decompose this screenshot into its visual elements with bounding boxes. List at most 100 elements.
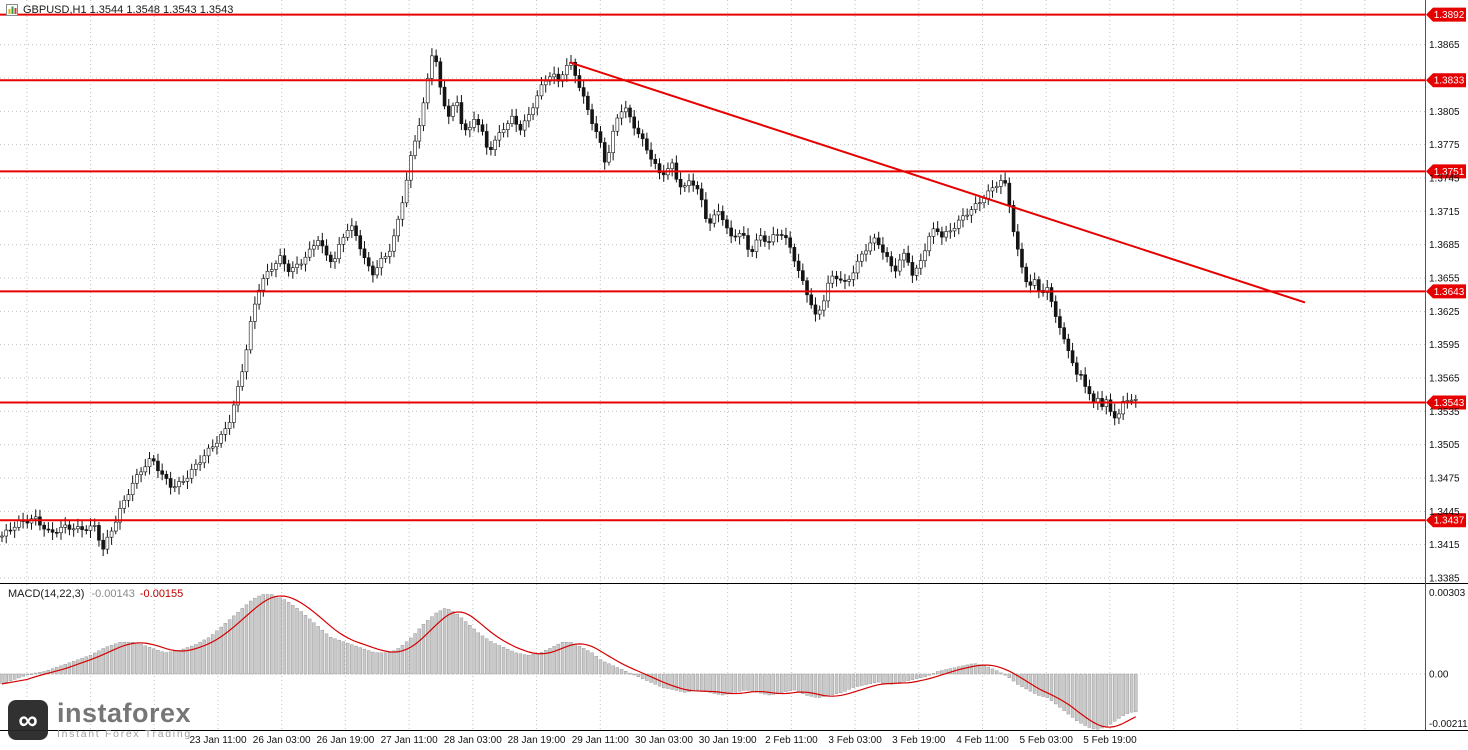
price-tick-label: 1.3415 (1429, 540, 1460, 551)
macd-tick-label: 0.00303 (1429, 588, 1466, 599)
macd-histogram-bar (632, 673, 636, 676)
price-level-label-box (1426, 73, 1466, 88)
candle-body (189, 469, 194, 479)
macd-histogram-bar (1049, 673, 1054, 701)
candle-body (468, 127, 472, 131)
candle-body (223, 428, 228, 435)
candle-body (725, 219, 729, 229)
macd-histogram-bar (935, 671, 940, 675)
macd-histogram-bar (1075, 673, 1079, 721)
macd-histogram-bar (687, 673, 691, 693)
macd-histogram-bar (459, 617, 464, 675)
candle-body (999, 180, 1003, 187)
macd-histogram-bar (864, 673, 868, 685)
candle-body (1015, 231, 1020, 250)
candle-body (425, 78, 430, 104)
price-tick-label: 1.3595 (1429, 340, 1460, 351)
candle-body (126, 494, 131, 501)
macd-histogram-bar (34, 672, 38, 675)
macd-histogram-bar (813, 673, 818, 698)
candle-body (771, 234, 776, 243)
macd-histogram-bar (603, 661, 607, 675)
macd-histogram-bar (25, 673, 29, 676)
macd-histogram-bar (299, 611, 303, 675)
time-tick-label: 5 Feb 19:00 (1083, 735, 1137, 746)
macd-histogram-bar (994, 670, 999, 675)
candle-body (328, 254, 333, 263)
candle-body (80, 526, 84, 530)
candle-body (282, 255, 287, 265)
candle-body (876, 237, 881, 246)
macd-histogram-bar (636, 673, 641, 678)
time-tick-label: 30 Jan 19:00 (699, 735, 757, 746)
candle-body (278, 255, 282, 264)
candle-body (333, 258, 337, 263)
candle-body (312, 245, 316, 250)
macd-histogram-bar (88, 654, 93, 675)
candle-body (763, 235, 767, 242)
candle-body (531, 107, 535, 115)
macd-histogram-bar (611, 665, 615, 675)
candle-body (400, 202, 405, 220)
time-tick-label: 30 Jan 03:00 (635, 735, 693, 746)
macd-histogram-bar (839, 673, 843, 694)
candle-body (948, 230, 953, 233)
macd-histogram-bar (506, 648, 510, 675)
candle-body (855, 260, 860, 274)
candle-body (636, 127, 641, 135)
candle-body (961, 215, 965, 221)
candle-body (210, 446, 215, 449)
candle-body (868, 242, 873, 252)
candle-body (691, 180, 696, 186)
macd-histogram-bar (619, 669, 624, 675)
macd-histogram-bar (544, 650, 548, 675)
time-tick-label: 28 Jan 19:00 (508, 735, 566, 746)
candle-body (902, 252, 906, 261)
macd-histogram-bar (746, 673, 750, 691)
candle-body (185, 477, 190, 482)
candle-body (114, 521, 118, 532)
macd-histogram-bar (940, 670, 944, 675)
macd-histogram-bar (1041, 673, 1045, 697)
candle-body (645, 138, 649, 151)
macd-tick-label: 0.00 (1429, 670, 1449, 681)
macd-histogram-bar (291, 605, 295, 675)
candle-body (750, 249, 755, 252)
macd-histogram-bar (455, 613, 459, 675)
macd-histogram-bar (227, 619, 232, 675)
macd-histogram-bar (202, 639, 207, 675)
price-level-label: 1.3643 (1434, 287, 1465, 298)
macd-histogram-bar (982, 665, 986, 675)
macd-histogram-bar (109, 644, 114, 675)
macd-histogram-bar (316, 626, 320, 675)
macd-histogram-bar (430, 616, 434, 675)
macd-histogram-bar (189, 645, 194, 675)
macd-histogram-bar (640, 673, 645, 679)
descending-trendline[interactable] (569, 61, 1306, 304)
candle-body (775, 234, 780, 236)
candle-body (923, 250, 927, 261)
macd-histogram-bar (872, 673, 877, 683)
candle-body (236, 386, 240, 406)
candle-body (1058, 316, 1062, 328)
time-tick-label: 3 Feb 19:00 (892, 735, 946, 746)
candle-body (737, 233, 742, 238)
price-tick-label: 1.3775 (1429, 140, 1460, 151)
candle-body (649, 149, 653, 160)
candle-body (177, 481, 181, 488)
candle-body (982, 198, 986, 204)
candle-body (514, 115, 519, 125)
candle-body (518, 124, 523, 131)
macd-histogram-bar (809, 673, 813, 697)
macd-histogram-bar (329, 636, 333, 675)
candle-body (653, 158, 658, 164)
candle-body (767, 241, 771, 243)
broker-watermark: ∞ instaforex Instant Forex Trading (8, 700, 192, 740)
macd-histogram-bar (434, 612, 438, 675)
candle-body (1083, 374, 1088, 387)
macd-histogram-bar (472, 628, 476, 675)
candle-body (1121, 401, 1125, 415)
macd-histogram-bar (518, 653, 523, 675)
candle-body (708, 218, 712, 224)
